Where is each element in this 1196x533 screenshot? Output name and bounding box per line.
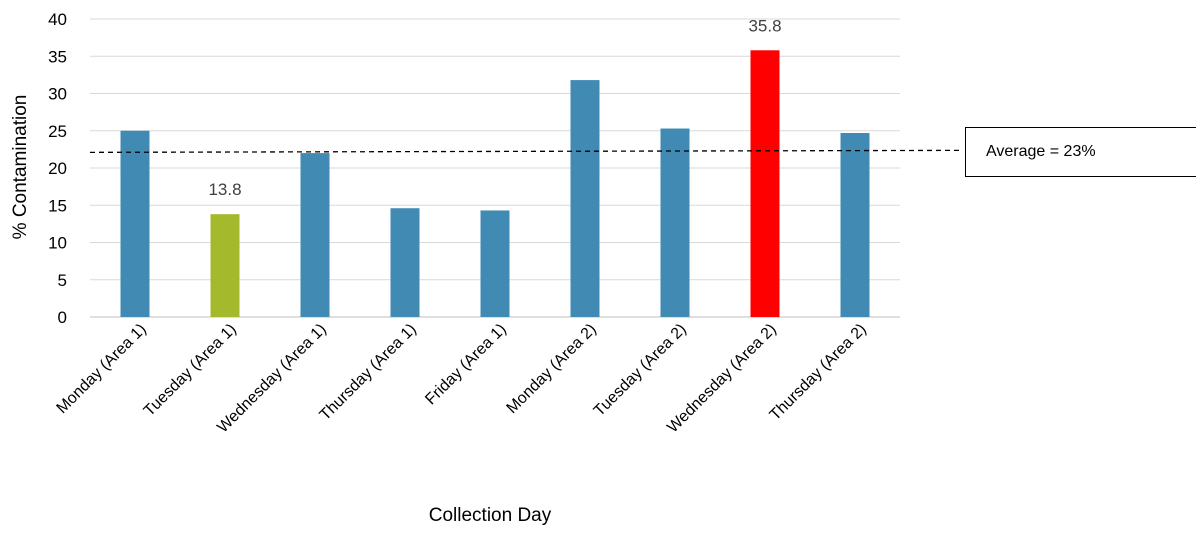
bar: [300, 153, 330, 317]
average-annotation-text: Average = 23%: [986, 143, 1096, 160]
x-tick-label: Monday (Area 2): [504, 321, 600, 417]
x-axis-ticks: Monday (Area 1)Tuesday (Area 1)Wednesday…: [54, 321, 870, 437]
average-line: [89, 149, 963, 154]
y-tick-label: 0: [58, 308, 67, 327]
x-tick-label: Thursday (Area 2): [767, 321, 870, 424]
data-label: 13.8: [208, 180, 241, 199]
bar: [840, 132, 870, 317]
y-tick-label: 20: [48, 159, 67, 178]
y-tick-label: 40: [48, 10, 67, 29]
average-annotation-box: Average = 23%: [965, 127, 1196, 177]
y-axis-label: % Contamination: [10, 95, 31, 240]
y-tick-label: 15: [48, 196, 67, 215]
bar: [210, 214, 240, 317]
bar: [390, 208, 420, 317]
data-labels: 13.8 35.8: [208, 16, 781, 199]
x-axis-label: Collection Day: [429, 505, 552, 526]
y-axis-ticks: 0 5 10 15 20 25 30 35 40: [48, 10, 67, 327]
y-tick-label: 30: [48, 85, 67, 104]
x-tick-label: Tuesday (Area 2): [591, 321, 690, 420]
x-tick-label: Monday (Area 1): [54, 321, 150, 417]
data-label: 35.8: [748, 16, 781, 35]
bar: [570, 80, 600, 317]
bar: [750, 50, 780, 317]
bar: [120, 130, 150, 317]
bars: [120, 50, 870, 317]
y-tick-label: 25: [48, 122, 67, 141]
y-tick-label: 35: [48, 47, 67, 66]
bar: [660, 128, 690, 317]
x-tick-label: Tuesday (Area 1): [141, 321, 240, 420]
bar: [480, 210, 510, 317]
y-tick-label: 10: [48, 234, 67, 253]
x-tick-label: Friday (Area 1): [422, 321, 509, 408]
x-tick-label: Thursday (Area 1): [317, 321, 420, 424]
y-tick-label: 5: [58, 271, 67, 290]
